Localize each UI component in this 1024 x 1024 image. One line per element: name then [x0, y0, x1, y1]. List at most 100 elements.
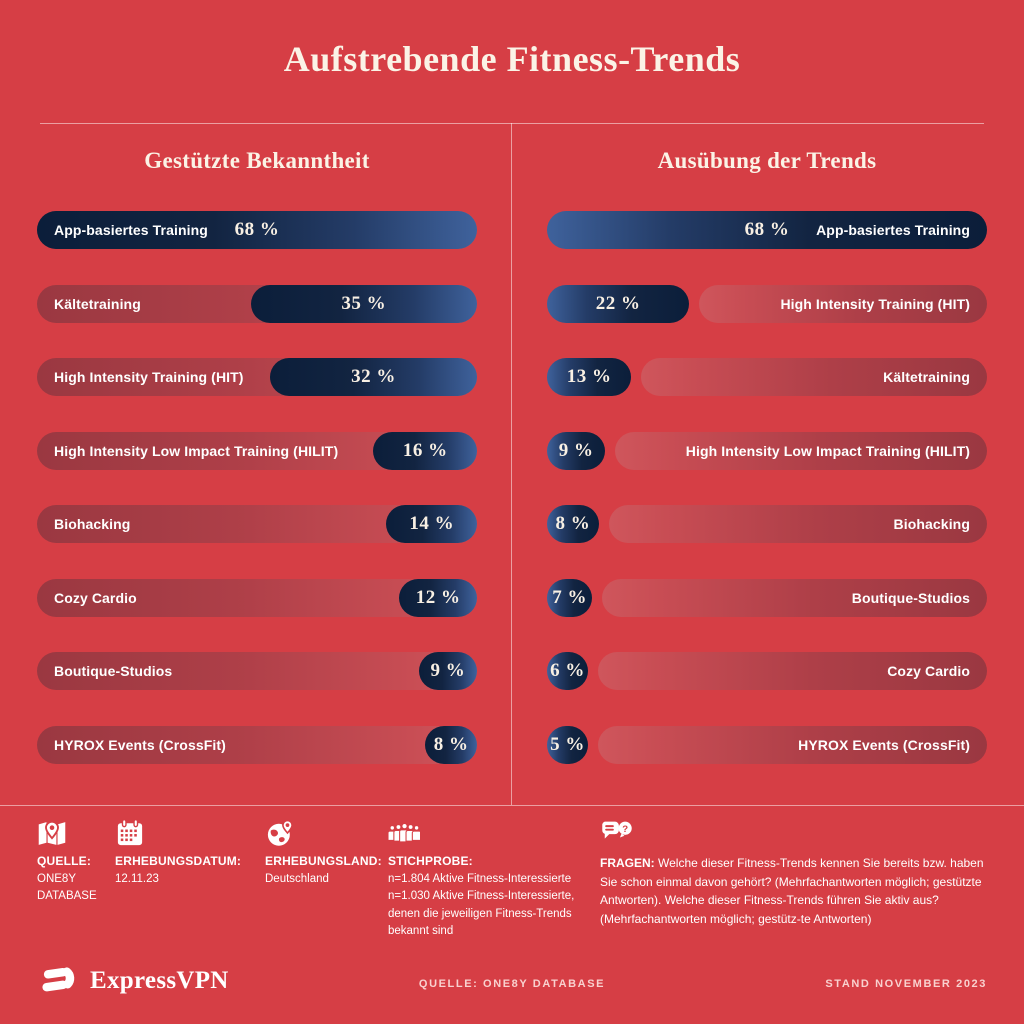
fact-label: FRAGEN:: [600, 856, 655, 870]
bar-rows: 68 % App-basiertes Training 22 % High Inten…: [547, 211, 987, 764]
trend-bar-value: 5 %: [550, 733, 585, 755]
trend-bar-label: Biohacking: [54, 516, 131, 532]
trend-bar-track: [37, 652, 477, 690]
trend-bar-value: 13 %: [566, 366, 612, 387]
panel-awareness: Gestützte Bekanntheit 68 % App-basiertes …: [37, 146, 477, 764]
trend-bar-fill: [386, 505, 477, 543]
trend-bar-value: 68 %: [234, 219, 280, 240]
trend-bar-value: 9 %: [558, 439, 594, 461]
chat-icon: ?: [600, 818, 992, 848]
trend-bar-value: 68 %: [744, 219, 790, 240]
trend-bar-value: 7 %: [552, 586, 587, 608]
svg-text:?: ?: [622, 824, 628, 835]
brand-wordmark: ExpressVPN: [90, 967, 229, 994]
trend-bar-label: Kältetraining: [54, 295, 141, 312]
trend-bar-row: 9 % Boutique-Studios: [37, 652, 477, 690]
trend-bar-row: 14 % Biohacking: [37, 505, 477, 543]
trend-bar-row: 35 % Kältetraining: [37, 284, 477, 323]
trend-bar-row: 16 % High Intensity Low Impact Training (…: [37, 431, 477, 470]
trend-bar-value: 9 %: [430, 660, 466, 681]
trend-bar-row: 6 % Cozy Cardio: [547, 652, 987, 690]
trend-bar-label: App-basiertes Training: [54, 222, 208, 238]
page-title: Aufstrebende Fitness-Trends: [283, 39, 741, 79]
trend-bar-value: 14 %: [409, 513, 455, 534]
trend-bar-row: 12 % Cozy Cardio: [37, 578, 477, 617]
footer-fact-questions: ? FRAGEN: Welche dieser Fitness-Trends k…: [600, 818, 992, 928]
panel-title: Gestützte Bekanntheit: [144, 148, 370, 173]
trend-bar-track: [602, 578, 987, 617]
trend-bar-track: [641, 358, 987, 396]
footer-fact-sample: STICHPROBE: n=1.804 Aktive Fitness-Inter…: [388, 818, 603, 940]
bottom-bar: ExpressVPN QUELLE: ONE8Y DATABASE STAND …: [0, 952, 1024, 1024]
trend-bar-fill: [373, 431, 477, 470]
trend-bar-label: Kältetraining: [883, 369, 970, 385]
brand-logo: ExpressVPN: [36, 962, 229, 1000]
trend-bar-fill: [547, 725, 588, 764]
trend-bar-row: 5 % HYROX Events (CrossFit): [547, 725, 987, 764]
trend-bar-label: High Intensity Low Impact Training (HILI…: [685, 442, 970, 459]
trend-bar-label: High Intensity Training (HIT): [780, 295, 970, 312]
trend-bar-fill: [250, 284, 477, 323]
trend-bar-value: 32 %: [351, 366, 396, 387]
fact-label: STICHPROBE:: [388, 854, 473, 868]
trend-bar-track: [597, 652, 987, 690]
trend-bar-track: [699, 284, 987, 323]
trend-bar-row: 9 % High Intensity Low Impact Training (H…: [547, 431, 987, 470]
trend-bar-fill: [547, 431, 606, 470]
trend-bar-label: High Intensity Low Impact Training (HILI…: [54, 442, 339, 459]
fact-paragraph: FRAGEN: Welche dieser Fitness-Trends ken…: [600, 854, 992, 928]
footer-fact-country: ERHEBUNGSLAND: Deutschland: [265, 818, 385, 888]
fact-value: 12.11.23: [115, 873, 159, 885]
fact-value: Welche dieser Fitness-Trends kennen Sie …: [600, 856, 984, 926]
trend-bar-label: HYROX Events (CrossFit): [798, 736, 970, 753]
fact-label: ERHEBUNGSDATUM:: [115, 854, 242, 868]
trend-bar-fill: [547, 505, 599, 543]
trend-bar-value: 12 %: [415, 586, 461, 608]
trend-bar-track: [37, 725, 477, 764]
trend-bar-fill: [547, 211, 987, 249]
bottombar-source: QUELLE: ONE8Y DATABASE: [418, 978, 606, 990]
fact-value: Deutschland: [265, 873, 329, 885]
trend-bar-label: Boutique-Studios: [851, 589, 970, 606]
trend-bar-label: High Intensity Training (HIT): [54, 369, 244, 385]
map-pin-icon: [37, 818, 117, 848]
panel-title: Ausübung der Trends: [657, 148, 877, 173]
trend-bar-value: 16 %: [402, 439, 448, 461]
trend-bar-row: 68 % App-basiertes Training: [547, 211, 987, 249]
trend-bar-row: 8 % HYROX Events (CrossFit): [37, 725, 477, 764]
footer-divider: [0, 805, 1024, 806]
trend-bar-row: 32 % High Intensity Training (HIT): [37, 358, 477, 396]
trend-bar-fill: [399, 578, 477, 617]
trend-bar-value: 6 %: [550, 660, 585, 681]
trend-bar-fill: [269, 358, 477, 396]
trend-bar-row: 68 % App-basiertes Training: [37, 211, 477, 249]
trend-bar-value: 35 %: [341, 292, 387, 314]
trend-bar-fill: [418, 652, 477, 690]
footer-fact-date: ERHEBUNGSDATUM: 12.11.23: [115, 818, 255, 888]
top-divider: [40, 123, 984, 124]
trend-bar-label: App-basiertes Training: [816, 222, 970, 238]
people-icon: [388, 818, 603, 848]
trend-bar-label: HYROX Events (CrossFit): [54, 736, 226, 753]
fact-value: ONE8Y DATABASE: [37, 873, 97, 903]
trend-bar-row: 22 % High Intensity Training (HIT): [547, 284, 987, 323]
fact-label: ERHEBUNGSLAND:: [265, 854, 382, 868]
fact-label: QUELLE:: [37, 854, 92, 868]
trend-bar-value: 22 %: [595, 292, 641, 314]
trend-bar-row: 7 % Boutique-Studios: [547, 578, 987, 617]
bar-rows: 68 % App-basiertes Training 35 % Kältetrain…: [37, 211, 477, 764]
trend-bar-track: [608, 505, 987, 543]
trend-bar-fill: [547, 358, 632, 396]
globe-pin-icon: [265, 818, 385, 848]
trend-bar-label: Cozy Cardio: [887, 663, 970, 679]
trend-bar-label: Cozy Cardio: [54, 589, 137, 606]
trend-bar-label: Boutique-Studios: [54, 663, 173, 679]
calendar-icon: [115, 818, 255, 848]
panel-practice: Ausübung der Trends 68 % App-basiertes Tr…: [547, 146, 987, 764]
trend-bar-fill: [547, 578, 593, 617]
bottombar-stand: STAND NOVEMBER 2023: [825, 978, 987, 990]
trend-bar-fill: [425, 725, 477, 764]
trend-bar-track: [597, 725, 987, 764]
trend-bar-label: Biohacking: [893, 516, 970, 532]
